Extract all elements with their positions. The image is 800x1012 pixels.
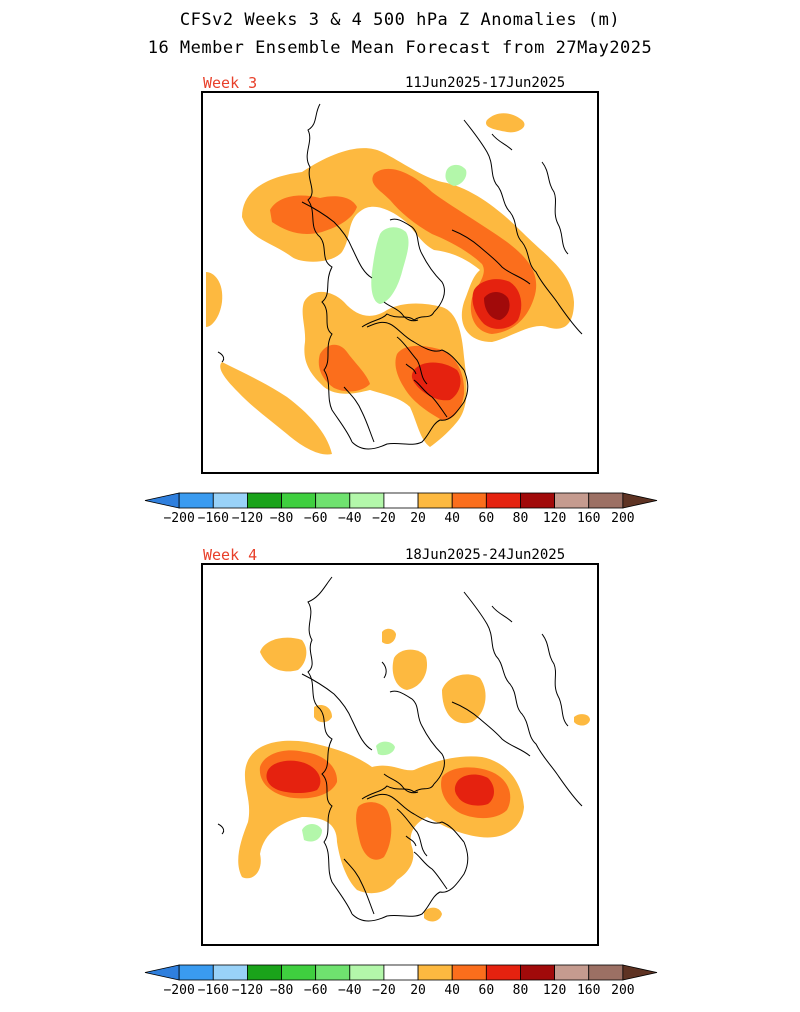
colorbar-segment [178, 964, 214, 981]
colorbar-segment [178, 492, 214, 509]
colorbar-segment [451, 492, 487, 509]
colorbar-segment [588, 492, 624, 509]
week3-colorbar-labels: −200 −160 −120 −80 −60 −40 −20 20 40 60 80 120 160 20… [0, 511, 800, 527]
week4-map [201, 563, 599, 946]
colorbar-segment [485, 964, 521, 981]
week4-colorbar [144, 964, 658, 981]
colorbar-tick-label: 120 [542, 511, 567, 526]
week3-anomaly-neg20 [371, 164, 467, 304]
colorbar-segment [520, 964, 556, 981]
chart-subtitle: 16 Member Ensemble Mean Forecast from 27… [147, 38, 653, 58]
colorbar-tick-label: 80 [512, 511, 529, 526]
colorbar-tick-label: 200 [611, 983, 635, 998]
week3-colorbar [144, 492, 658, 509]
colorbar-tick-label: −160 [197, 983, 229, 998]
colorbar-segment [349, 492, 385, 509]
colorbar-tick-label: 80 [512, 983, 529, 998]
colorbar-segment [588, 964, 624, 981]
colorbar-segment [554, 964, 590, 981]
colorbar-segment [622, 964, 658, 981]
colorbar-tick-label: 40 [444, 983, 461, 998]
colorbar-segment [417, 964, 453, 981]
colorbar-segment [451, 964, 487, 981]
colorbar-tick-label: 60 [478, 511, 495, 526]
colorbar-tick-label: 20 [410, 511, 426, 526]
colorbar-tick-label: −20 [372, 511, 396, 526]
week3-date-range: 11Jun2025-17Jun2025 [405, 75, 566, 91]
colorbar-segment [554, 492, 590, 509]
week4-date-range: 18Jun2025-24Jun2025 [405, 547, 566, 563]
colorbar-segment [383, 492, 419, 509]
colorbar-tick-label: −160 [197, 511, 229, 526]
colorbar-tick-label: −20 [372, 983, 396, 998]
week4-anomaly-60 [266, 760, 494, 806]
week4-label: Week 4 [203, 546, 258, 564]
week3-anomaly-80 [484, 292, 510, 320]
colorbar-tick-label: −120 [231, 511, 264, 526]
colorbar-tick-label: −40 [338, 511, 362, 526]
colorbar-tick-label: 20 [410, 983, 426, 998]
colorbar-tick-label: −80 [269, 511, 294, 526]
colorbar-segment [485, 492, 521, 509]
colorbar-tick-label: 200 [611, 511, 635, 526]
week3-coastlines [217, 103, 583, 450]
week3-map [201, 91, 599, 474]
chart-title: CFSv2 Weeks 3 & 4 500 hPa Z Anomalies (m… [179, 10, 621, 30]
colorbar-tick-label: 60 [478, 983, 495, 998]
colorbar-segment [212, 964, 248, 981]
colorbar-tick-label: −200 [163, 983, 195, 998]
colorbar-segment [315, 964, 351, 981]
week3-map-svg [206, 103, 583, 455]
colorbar-segment [520, 492, 556, 509]
colorbar-tick-label: −60 [303, 511, 328, 526]
week3-label: Week 3 [203, 74, 258, 92]
week4-colorbar-labels: −200 −160 −120 −80 −60 −40 −20 20 40 60 80 120 160 20… [0, 983, 800, 999]
colorbar-segment [246, 964, 282, 981]
colorbar-segment [383, 964, 419, 981]
colorbar-segment [315, 492, 351, 509]
colorbar-tick-label: −60 [303, 983, 328, 998]
week4-coastlines [217, 576, 583, 922]
colorbar-segment [144, 964, 180, 981]
colorbar-segment [281, 492, 317, 509]
colorbar-tick-label: 40 [444, 511, 461, 526]
week4-map-svg [217, 576, 590, 922]
colorbar-segment [144, 492, 180, 509]
week4-anomaly-neg20 [302, 741, 395, 842]
colorbar-tick-label: −40 [338, 983, 362, 998]
colorbar-tick-label: 160 [576, 511, 601, 526]
colorbar-tick-label: 120 [542, 983, 567, 998]
colorbar-segment [212, 492, 248, 509]
colorbar-tick-label: −200 [163, 511, 195, 526]
colorbar-tick-label: −120 [231, 983, 264, 998]
colorbar-segment [622, 492, 658, 509]
colorbar-segment [281, 964, 317, 981]
colorbar-segment [246, 492, 282, 509]
colorbar-segment [349, 964, 385, 981]
colorbar-tick-label: 160 [576, 983, 601, 998]
colorbar-tick-label: −80 [269, 983, 294, 998]
colorbar-segment [417, 492, 453, 509]
